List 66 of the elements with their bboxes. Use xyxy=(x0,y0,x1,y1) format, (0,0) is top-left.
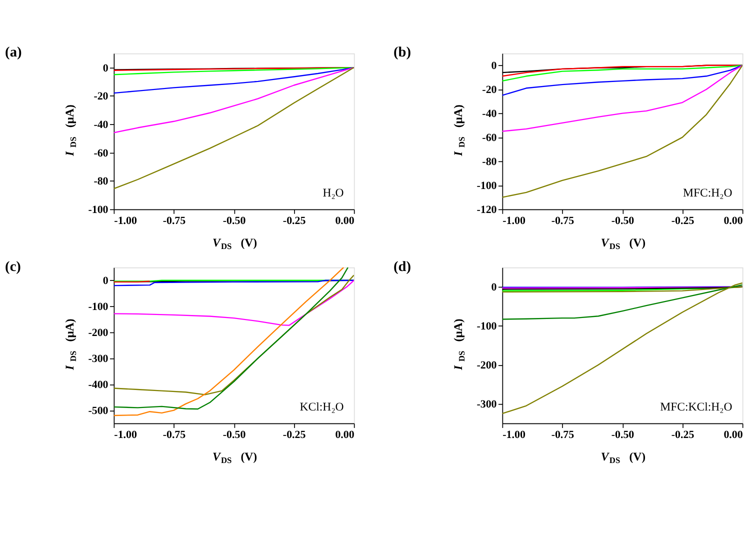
x-tick-label: -1.00 xyxy=(502,429,526,442)
y-tick-label: -100 xyxy=(476,180,498,192)
x-tick-label: -1.00 xyxy=(114,429,138,442)
x-tick-label: -0.25 xyxy=(282,215,306,228)
annotation: H₂O xyxy=(322,186,344,200)
y-tick-label: 0 xyxy=(102,62,109,74)
chart-title: (b) xyxy=(394,44,412,61)
y-tick-label: 0 xyxy=(491,282,498,294)
x-tick-label: -0.50 xyxy=(611,429,635,442)
x-tick-label: -0.50 xyxy=(222,215,246,228)
x-tick-label: -0.25 xyxy=(671,215,695,228)
y-tick-label: -200 xyxy=(476,360,498,372)
y-tick-label: 0 xyxy=(102,275,109,288)
x-tick-label: 0.00 xyxy=(724,215,744,228)
x-tick-label: -0.50 xyxy=(611,215,635,228)
y-tick-label: -100 xyxy=(476,320,498,333)
line-series xyxy=(114,280,354,326)
y-tick-label: -40 xyxy=(482,108,498,120)
line-series xyxy=(502,64,742,132)
chart-title: (d) xyxy=(394,258,412,275)
y-tick-label: -80 xyxy=(482,156,498,168)
y-tick-label: -500 xyxy=(88,405,109,418)
chart-title: (c) xyxy=(5,258,22,275)
x-tick-label: -0.25 xyxy=(671,429,695,442)
line-series xyxy=(114,66,354,190)
y-tick-label: -300 xyxy=(88,353,109,366)
x-tick-label: -0.75 xyxy=(162,429,186,442)
line-series xyxy=(114,66,354,94)
annotation: KCl:H₂O xyxy=(300,400,344,414)
x-tick-label: 0.00 xyxy=(335,429,355,442)
y-tick-label: -100 xyxy=(88,204,109,216)
y-tick-label: 0 xyxy=(491,60,498,72)
y-tick-label: -20 xyxy=(482,84,498,96)
x-tick-label: 0.00 xyxy=(724,429,744,442)
line-series xyxy=(502,64,742,198)
chart-title: (a) xyxy=(5,44,22,61)
x-tick-label: -0.25 xyxy=(282,429,306,442)
x-tick-label: 0.00 xyxy=(335,215,355,228)
y-tick-label: -100 xyxy=(88,301,109,314)
y-tick-label: -120 xyxy=(476,204,498,216)
y-tick-label: -300 xyxy=(476,398,498,411)
y-axis-title: IDS (μA) xyxy=(62,318,78,372)
x-tick-label: -1.00 xyxy=(114,215,138,228)
annotation: MFC:H₂O xyxy=(683,186,733,200)
y-tick-label: -400 xyxy=(88,379,109,392)
y-tick-label: -60 xyxy=(482,132,498,144)
x-tick-label: -0.75 xyxy=(551,429,575,442)
y-tick-label: -60 xyxy=(94,147,109,160)
y-tick-label: -80 xyxy=(94,176,109,188)
y-tick-label: -200 xyxy=(88,327,109,340)
y-tick-label: -20 xyxy=(94,90,109,103)
x-tick-label: -0.75 xyxy=(162,215,186,228)
line-series xyxy=(502,284,742,320)
y-axis-title: IDS (μA) xyxy=(450,318,466,372)
line-series xyxy=(502,282,742,414)
x-tick-label: -0.75 xyxy=(551,215,575,228)
line-series xyxy=(114,66,354,134)
line-series xyxy=(502,64,742,82)
y-axis-title: IDS (μA) xyxy=(450,104,466,157)
x-tick-label: -0.50 xyxy=(222,429,246,442)
annotation: MFC:KCl:H₂O xyxy=(660,400,733,414)
y-axis-title: IDS (μA) xyxy=(62,104,78,157)
x-tick-label: -1.00 xyxy=(502,215,526,228)
y-tick-label: -40 xyxy=(94,119,109,132)
line-series xyxy=(502,64,742,96)
line-series xyxy=(114,66,354,76)
